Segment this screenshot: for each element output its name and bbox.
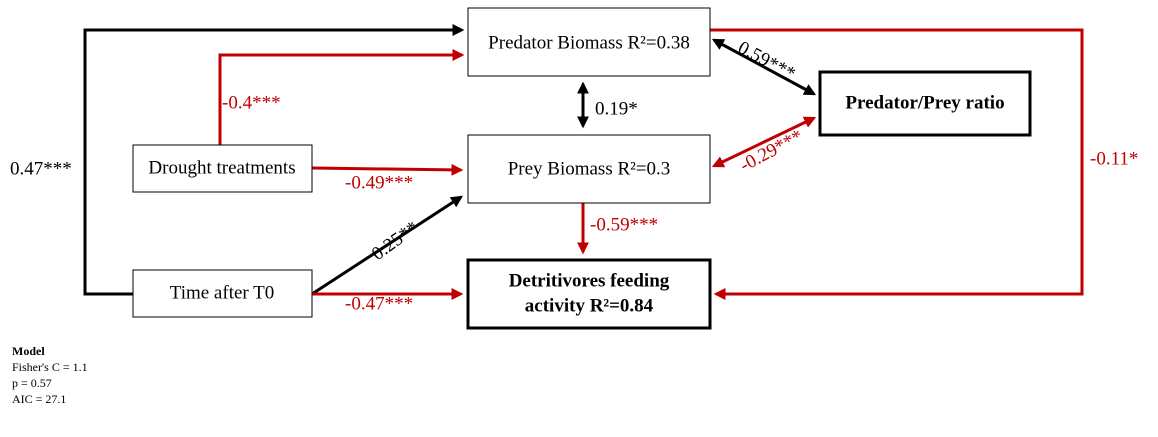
node-label: Time after T0 — [170, 282, 275, 303]
edge-label: -0.59*** — [590, 214, 658, 235]
edge-label: 0.59*** — [734, 37, 798, 85]
edge — [311, 163, 464, 176]
edge-label: 0.25** — [368, 217, 423, 265]
node-label: Predator/Prey ratio — [845, 92, 1004, 113]
node-box — [132, 269, 313, 318]
node-box — [467, 7, 711, 77]
edge — [218, 49, 465, 145]
model-stat: AIC = 27.1 — [12, 392, 66, 406]
edge-label: -0.11* — [1090, 148, 1138, 169]
node-label: activity R²=0.84 — [525, 295, 654, 316]
edge — [311, 195, 464, 296]
edge — [83, 24, 465, 296]
edge-label: -0.4*** — [222, 92, 281, 113]
edge-label: -0.49*** — [345, 172, 413, 193]
node-label: Prey Biomass R²=0.3 — [508, 158, 671, 179]
node-box — [818, 70, 1032, 137]
model-title: Model — [12, 344, 45, 358]
node-box — [467, 134, 711, 204]
edge-label: 0.47*** — [10, 158, 72, 179]
model-stat: p = 0.57 — [12, 376, 52, 390]
node-label: Detritivores feeding — [509, 270, 670, 291]
node-label: Drought treatments — [148, 157, 295, 178]
edge — [711, 116, 817, 168]
edge — [710, 28, 1084, 300]
node-label: Predator Biomass R²=0.38 — [488, 32, 690, 53]
edge-label: -0.47*** — [345, 293, 413, 314]
node-box — [466, 258, 712, 330]
edge — [711, 38, 817, 96]
node-box — [132, 144, 313, 193]
model-stat: Fisher's C = 1.1 — [12, 360, 88, 374]
edge-label: 0.19* — [595, 98, 638, 119]
